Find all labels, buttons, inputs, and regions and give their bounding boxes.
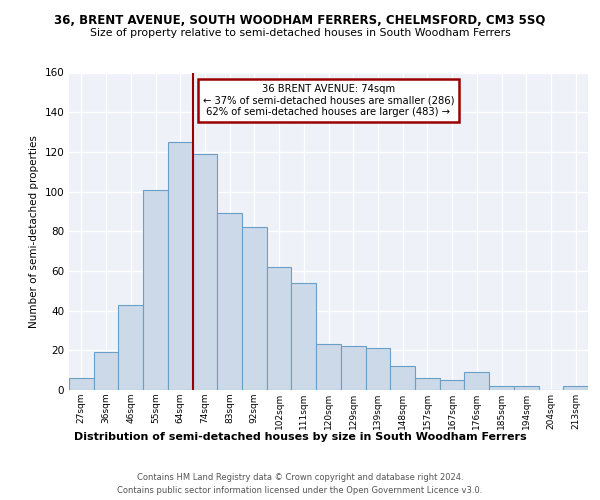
Text: 36, BRENT AVENUE, SOUTH WOODHAM FERRERS, CHELMSFORD, CM3 5SQ: 36, BRENT AVENUE, SOUTH WOODHAM FERRERS,… bbox=[55, 14, 545, 27]
Bar bbox=[292, 283, 316, 390]
Bar bbox=[563, 386, 588, 390]
Bar bbox=[217, 214, 242, 390]
Bar bbox=[365, 348, 390, 390]
Bar bbox=[341, 346, 365, 390]
Bar bbox=[168, 142, 193, 390]
Bar bbox=[242, 228, 267, 390]
Bar bbox=[316, 344, 341, 390]
Text: Distribution of semi-detached houses by size in South Woodham Ferrers: Distribution of semi-detached houses by … bbox=[74, 432, 526, 442]
Bar bbox=[415, 378, 440, 390]
Bar bbox=[464, 372, 489, 390]
Bar bbox=[69, 378, 94, 390]
Text: Size of property relative to semi-detached houses in South Woodham Ferrers: Size of property relative to semi-detach… bbox=[89, 28, 511, 38]
Bar bbox=[489, 386, 514, 390]
Text: Contains public sector information licensed under the Open Government Licence v3: Contains public sector information licen… bbox=[118, 486, 482, 495]
Bar bbox=[94, 352, 118, 390]
Bar bbox=[514, 386, 539, 390]
Bar bbox=[440, 380, 464, 390]
Bar bbox=[193, 154, 217, 390]
Bar bbox=[267, 267, 292, 390]
Y-axis label: Number of semi-detached properties: Number of semi-detached properties bbox=[29, 135, 39, 328]
Bar bbox=[118, 304, 143, 390]
Bar bbox=[390, 366, 415, 390]
Text: 36 BRENT AVENUE: 74sqm
← 37% of semi-detached houses are smaller (286)
62% of se: 36 BRENT AVENUE: 74sqm ← 37% of semi-det… bbox=[203, 84, 454, 117]
Bar bbox=[143, 190, 168, 390]
Text: Contains HM Land Registry data © Crown copyright and database right 2024.: Contains HM Land Registry data © Crown c… bbox=[137, 472, 463, 482]
